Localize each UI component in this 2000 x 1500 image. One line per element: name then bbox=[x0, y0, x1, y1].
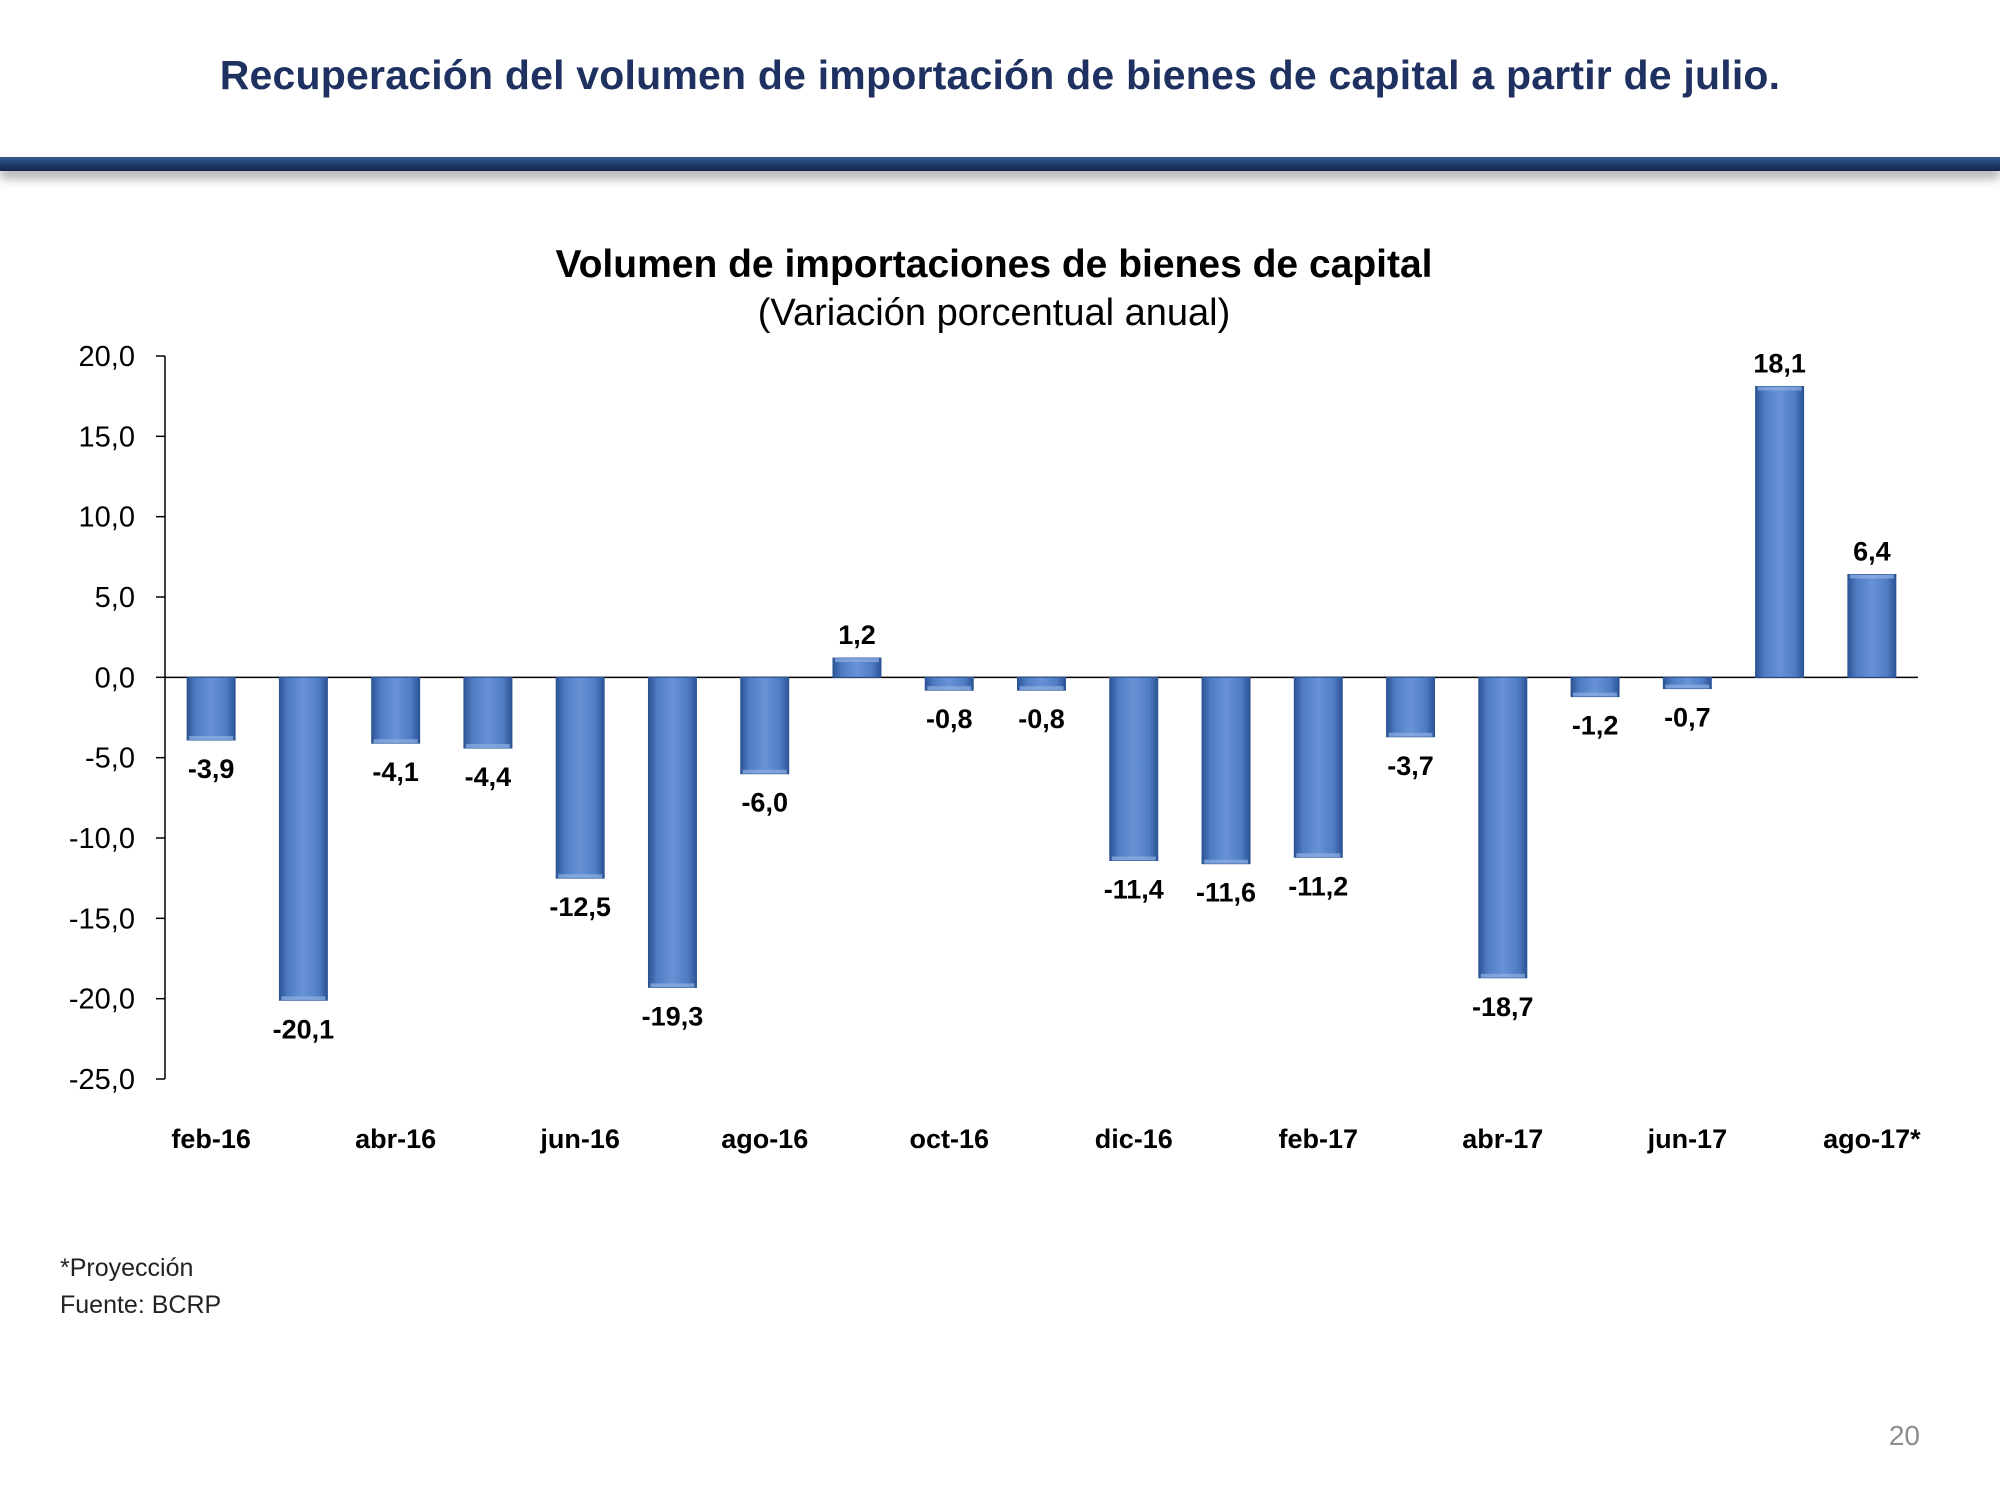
chart-title: Volumen de importaciones de bienes de ca… bbox=[555, 243, 1432, 286]
x-tick-label-feb-17: feb-17 bbox=[1279, 1124, 1359, 1154]
data-label-abr-17: -18,7 bbox=[1472, 992, 1534, 1022]
bar-cap-nov-16 bbox=[1019, 686, 1064, 691]
bar-cap-sep-16 bbox=[834, 658, 879, 663]
data-label-mar-17: -3,7 bbox=[1387, 751, 1434, 781]
page-number: 20 bbox=[1888, 1420, 1920, 1451]
bar-jun-17 bbox=[1662, 676, 1712, 690]
bar-cap-ago-17* bbox=[1849, 574, 1894, 579]
bar-mar-16 bbox=[278, 676, 328, 1001]
data-label-ene-17: -11,6 bbox=[1196, 878, 1256, 908]
bar-cap-mar-16 bbox=[281, 996, 326, 1001]
chart-bars bbox=[186, 386, 1897, 1001]
x-tick-label-abr-16: abr-16 bbox=[355, 1124, 436, 1154]
x-tick-label-jun-16: jun-16 bbox=[539, 1124, 620, 1154]
bar-may-16 bbox=[463, 676, 513, 749]
bar-cap-may-16 bbox=[465, 744, 510, 749]
x-tick-label-ago-17*: ago-17* bbox=[1823, 1124, 1921, 1154]
data-label-feb-16: -3,9 bbox=[188, 754, 235, 784]
data-label-feb-17: -11,2 bbox=[1288, 871, 1348, 901]
data-label-nov-16: -0,8 bbox=[1018, 704, 1065, 734]
y-tick-label: 20,0 bbox=[79, 341, 135, 373]
bar-cap-feb-16 bbox=[189, 735, 234, 740]
data-label-oct-16: -0,8 bbox=[926, 704, 973, 734]
source-note: Fuente: BCRP bbox=[60, 1291, 222, 1319]
chart-data-labels: -3,9 -20,1 -4,1 -4,4 -12,5 -19,3 -6,0 1,2 -0,8 -0… bbox=[188, 349, 1891, 1045]
chart-subtitle: (Variación porcentual anual) bbox=[758, 292, 1230, 334]
x-tick-label-dic-16: dic-16 bbox=[1095, 1124, 1173, 1154]
y-tick-label: -10,0 bbox=[69, 823, 135, 855]
bar-feb-17 bbox=[1293, 676, 1343, 858]
bar-cap-oct-16 bbox=[927, 686, 972, 691]
bar-jul-17 bbox=[1755, 386, 1805, 678]
y-tick-label: -25,0 bbox=[69, 1064, 135, 1096]
bar-cap-jul-16 bbox=[650, 983, 695, 988]
x-tick-label-ago-16: ago-16 bbox=[721, 1124, 808, 1154]
x-tick-label-abr-17: abr-17 bbox=[1462, 1124, 1543, 1154]
bar-chart: Volumen de importaciones de bienes de ca… bbox=[69, 243, 1921, 1154]
bar-cap-ago-16 bbox=[742, 769, 787, 774]
bar-cap-jun-16 bbox=[558, 874, 603, 879]
y-tick-label: 0,0 bbox=[95, 662, 135, 694]
bar-cap-feb-17 bbox=[1296, 853, 1341, 858]
bar-ago-17* bbox=[1847, 574, 1897, 678]
y-tick-label: -5,0 bbox=[85, 743, 135, 775]
data-label-ago-16: -6,0 bbox=[741, 788, 788, 818]
data-label-may-16: -4,4 bbox=[465, 762, 512, 792]
bar-cap-ene-17 bbox=[1204, 859, 1249, 864]
title-divider bbox=[0, 157, 2000, 171]
bar-cap-jul-17 bbox=[1757, 386, 1802, 391]
y-tick-label: 5,0 bbox=[95, 582, 135, 614]
data-label-jun-16: -12,5 bbox=[549, 892, 611, 922]
bar-cap-abr-16 bbox=[373, 739, 418, 744]
x-tick-label-oct-16: oct-16 bbox=[909, 1124, 989, 1154]
chart-notes: *Proyección Fuente: BCRP bbox=[60, 1250, 221, 1324]
chart-category-labels: feb-16 abr-16 jun-16 ago-16 oct-16 dic-16 feb-… bbox=[171, 1124, 1921, 1154]
bar-cap-abr-17 bbox=[1480, 973, 1525, 978]
bar-abr-16 bbox=[371, 676, 421, 744]
data-label-ago-17*: 6,4 bbox=[1853, 537, 1891, 567]
y-tick-label: 10,0 bbox=[79, 502, 135, 534]
data-label-jul-17: 18,1 bbox=[1753, 349, 1806, 379]
bar-cap-jun-17 bbox=[1665, 684, 1710, 689]
y-tick-label: -15,0 bbox=[69, 903, 135, 935]
slide-title: Recuperación del volumen de importación … bbox=[219, 52, 1781, 98]
bar-jun-16 bbox=[555, 676, 605, 879]
y-tick-label: 15,0 bbox=[79, 421, 135, 453]
x-tick-label-feb-16: feb-16 bbox=[171, 1124, 251, 1154]
bar-mar-17 bbox=[1386, 676, 1436, 738]
chart-axes: 20,0 15,0 10,0 5,0 0,0 -5,0 -10,0 -15,0 -20,0 -25… bbox=[69, 341, 1918, 1096]
data-label-may-17: -1,2 bbox=[1572, 711, 1619, 741]
data-label-jun-17: -0,7 bbox=[1664, 703, 1711, 733]
y-tick-label: -20,0 bbox=[69, 984, 135, 1016]
bar-cap-dic-16 bbox=[1111, 856, 1156, 861]
bar-feb-16 bbox=[186, 676, 236, 741]
bar-jul-16 bbox=[647, 676, 697, 988]
bar-cap-mar-17 bbox=[1388, 732, 1433, 737]
bar-ago-16 bbox=[740, 676, 790, 775]
data-label-sep-16: 1,2 bbox=[838, 620, 876, 650]
projection-note: *Proyección bbox=[60, 1254, 194, 1282]
bar-cap-may-17 bbox=[1573, 692, 1618, 697]
bar-abr-17 bbox=[1478, 676, 1528, 979]
data-label-mar-16: -20,1 bbox=[273, 1014, 335, 1044]
bar-ene-17 bbox=[1201, 676, 1251, 865]
x-tick-label-jun-17: jun-17 bbox=[1647, 1124, 1728, 1154]
data-label-abr-16: -4,1 bbox=[372, 757, 419, 787]
data-label-dic-16: -11,4 bbox=[1104, 874, 1164, 904]
data-label-jul-16: -19,3 bbox=[642, 1001, 704, 1031]
bar-dic-16 bbox=[1109, 676, 1159, 861]
